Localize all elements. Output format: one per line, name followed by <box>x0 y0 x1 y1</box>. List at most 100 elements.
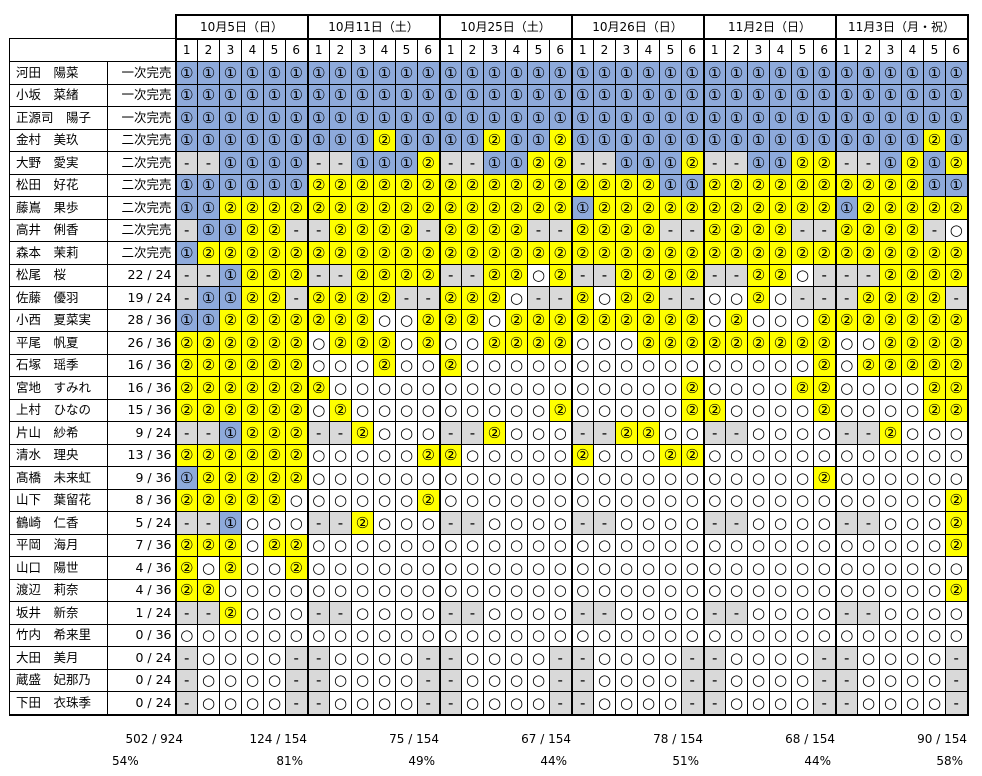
slot-cell: ② <box>681 196 705 220</box>
slot-cell: - <box>438 601 462 625</box>
slot-cell: ② <box>373 353 396 377</box>
slot-cell: ○ <box>879 556 902 580</box>
slot-cell: ② <box>791 376 814 400</box>
slot-cell: ② <box>681 308 705 332</box>
member-name: 下田 衣珠季 <box>9 691 108 716</box>
slot-cell: ② <box>285 263 309 287</box>
slot-cell: ② <box>241 443 264 467</box>
slot-cell: ○ <box>417 353 441 377</box>
slot-cell: ○ <box>769 578 792 602</box>
slot-cell: ○ <box>791 533 814 557</box>
slot-cell: ① <box>263 106 286 130</box>
slot-cell: ○ <box>702 533 726 557</box>
slot-cell: ○ <box>725 578 748 602</box>
slot-cell: - <box>417 218 441 242</box>
slot-cell: ① <box>923 83 946 107</box>
slot-cell: ② <box>219 601 242 625</box>
table-row: 大田 美月 0 / 24- ○ ○ ○ ○ - - ○ ○ ○ ○ - - ○ ○ ○ ○ - - ○ ○ ○ ○ - - ○ ○ ○ ○… <box>9 646 969 670</box>
slot-cell: ○ <box>549 353 573 377</box>
slot-cell: ○ <box>461 443 484 467</box>
slot-cell: ① <box>769 128 792 152</box>
slot-cell: ○ <box>351 646 374 670</box>
slot-cell: ② <box>351 511 374 535</box>
member-name: 小坂 菜緒 <box>9 83 108 107</box>
slot-cell: ① <box>945 83 969 107</box>
slot-cell: ○ <box>241 533 264 557</box>
slot-cell: ○ <box>725 443 748 467</box>
slot-cell: ○ <box>747 308 770 332</box>
slot-cell: ○ <box>615 511 638 535</box>
slot-cell: ① <box>395 106 418 130</box>
slot-cell: ○ <box>681 556 705 580</box>
slot-cell: ② <box>285 353 309 377</box>
slot-cell: ① <box>285 83 309 107</box>
slot-cell: ○ <box>659 398 682 422</box>
slot-cell: ① <box>351 83 374 107</box>
table-row: 宮地 すみれ 16 / 36 ② ② ② ② ② ② ② ○ ○ ○ ○ ○ ○ ○ ○ ○ ○ ○ ○ ○ ○ ○ ○ ② ○ ○ ○… <box>9 376 969 400</box>
slot-cell: ○ <box>901 376 924 400</box>
table-row: 藤嶌 果歩 二次完売 ① ① ② ② ② ② ② ② ② ② ② ② ② ② ② ② ② ② ① ② ② ② ② ② ② ② ② ② ② ② ①… <box>9 196 969 220</box>
slot-cell: ② <box>681 331 705 355</box>
member-name: 高井 俐香 <box>9 218 108 242</box>
slot-cell: ○ <box>813 578 837 602</box>
slot-cell: ② <box>241 286 264 310</box>
slot-cell: - <box>570 151 594 175</box>
slot-cell: ○ <box>306 623 330 647</box>
member-name: 正源司 陽子 <box>9 106 108 130</box>
slot-cell: ② <box>769 263 792 287</box>
slot-cell: ○ <box>659 646 682 670</box>
member-name: 松田 好花 <box>9 173 108 197</box>
slot-cell: ② <box>241 466 264 490</box>
slot-cell: ② <box>351 173 374 197</box>
slot-cell: ○ <box>373 533 396 557</box>
slot-cell: - <box>306 668 330 692</box>
slot-cell: ○ <box>549 601 573 625</box>
slot-cell: ① <box>219 218 242 242</box>
date-header: 10月11日（土） <box>306 14 441 40</box>
slot-cell: ① <box>219 128 242 152</box>
slot-cell: ○ <box>615 533 638 557</box>
slot-cell: ○ <box>901 691 924 716</box>
slot-cell: ○ <box>527 601 550 625</box>
slot-cell: ② <box>923 241 946 265</box>
slot-cell: ○ <box>505 443 528 467</box>
slot-cell: - <box>725 511 748 535</box>
slot-cell: ② <box>659 263 682 287</box>
slot-cell: - <box>285 646 309 670</box>
slot-cell: ① <box>702 128 726 152</box>
slot-cell: - <box>306 218 330 242</box>
slot-cell: ② <box>174 331 198 355</box>
member-name: 平尾 帆夏 <box>9 331 108 355</box>
slot-cell: ① <box>702 106 726 130</box>
slot-cell: ○ <box>791 511 814 535</box>
slot-cell: ② <box>438 196 462 220</box>
slot-cell: ① <box>813 128 837 152</box>
slot-cell: ② <box>702 196 726 220</box>
slot-cell: ② <box>570 286 594 310</box>
slot-cell: ① <box>615 128 638 152</box>
slot-cell: ○ <box>659 421 682 445</box>
slot-cell: ○ <box>527 623 550 647</box>
slot-cell: ○ <box>923 556 946 580</box>
slot-cell: ○ <box>483 578 506 602</box>
date-header: 10月5日（日） <box>174 14 309 40</box>
slot-cell: ○ <box>725 398 748 422</box>
slot-cell: ○ <box>945 623 969 647</box>
slot-cell: ② <box>483 286 506 310</box>
slot-cell: ② <box>857 241 880 265</box>
slot-cell: ② <box>241 398 264 422</box>
slot-cell: ② <box>263 286 286 310</box>
slot-cell: ② <box>483 173 506 197</box>
slot-cell: ○ <box>681 466 705 490</box>
member-name: 山口 陽世 <box>9 556 108 580</box>
slot-cell: ○ <box>901 511 924 535</box>
slot-cell: ○ <box>395 443 418 467</box>
slot-cell: ① <box>549 83 573 107</box>
slot-cell: ① <box>791 106 814 130</box>
slot-number: 1 <box>834 38 858 62</box>
slot-cell: ○ <box>769 488 792 512</box>
slot-cell: ② <box>263 218 286 242</box>
day-total: 68 / 154 <box>785 732 835 746</box>
slot-cell: ② <box>329 218 352 242</box>
day-percent: 44% <box>540 754 567 768</box>
